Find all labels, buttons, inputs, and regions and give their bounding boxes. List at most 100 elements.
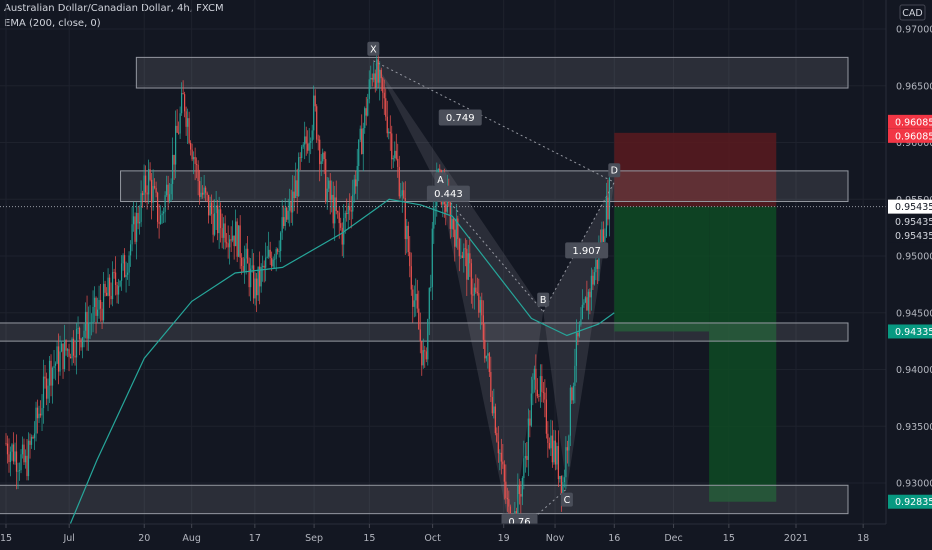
candle-body (427, 318, 429, 360)
candle-body (63, 340, 66, 370)
candle-body (371, 77, 373, 80)
candle-body (412, 289, 414, 307)
candle-body (51, 368, 54, 386)
ratio-label: 0.443 (434, 189, 463, 200)
candle-body (149, 169, 151, 180)
candle-body (287, 210, 289, 220)
candle-body (458, 238, 460, 257)
candle-body (226, 242, 228, 244)
candle-body (120, 263, 123, 281)
ratio-badge (426, 185, 470, 202)
candle-body (214, 213, 216, 235)
candle-body (123, 255, 126, 278)
candle-body (295, 180, 297, 199)
candle-body (244, 258, 246, 272)
support-resistance-zones[interactable] (0, 56, 849, 515)
price-axis[interactable]: CAD 0.925000.930000.935000.940000.945000… (885, 0, 932, 550)
candle-body (42, 376, 45, 409)
candle-body (328, 180, 330, 189)
candle-body (349, 206, 351, 211)
candle-body (556, 446, 558, 465)
candle-body (403, 190, 405, 198)
candle-body (430, 286, 432, 288)
candle-body (581, 304, 583, 320)
candle-body (140, 193, 142, 222)
candle-body (446, 192, 448, 212)
candle-body (57, 346, 60, 372)
x-tick-label: Jul (62, 533, 74, 544)
candle-body (221, 228, 223, 238)
x-tick-label: 18 (857, 533, 869, 544)
candle-body (131, 224, 133, 245)
candle-body (392, 158, 394, 160)
candle-body (536, 389, 538, 397)
candle-body (65, 340, 67, 351)
candle-body (505, 481, 507, 498)
time-axis[interactable]: 15 Jul 20 Aug 17 Sep 15 Oct 19 Nov 16 Dec 15 2021 18 (0, 523, 932, 550)
candle-body (314, 95, 316, 107)
candle-body (89, 322, 91, 324)
candle-body (38, 413, 40, 419)
candle-body (335, 197, 337, 211)
candle-body (407, 225, 409, 253)
candle-body (12, 444, 15, 462)
candle-body (319, 139, 321, 165)
candle-body (464, 248, 466, 250)
ratio-label: 1.907 (572, 246, 601, 257)
candle-body (296, 180, 298, 196)
candle-body (542, 391, 544, 393)
candle-body (322, 152, 324, 162)
candle-body (325, 159, 327, 202)
ab-dotted-line (440, 190, 544, 312)
candle-body (144, 175, 147, 193)
candle-body (20, 454, 22, 471)
pattern-point-c: C (564, 495, 571, 506)
harmonic-pattern[interactable] (373, 60, 615, 538)
candle-body (164, 195, 166, 212)
y-tick-label: 0.94000 (896, 365, 932, 376)
x-tick-label: 19 (498, 533, 510, 544)
candle-body (126, 272, 129, 275)
candle-body (185, 111, 187, 127)
candle-body (602, 229, 604, 242)
candle-body (590, 275, 592, 298)
candle-body (299, 157, 301, 159)
candle-body (289, 201, 291, 211)
candle-body (110, 295, 112, 300)
candle-body (344, 213, 346, 219)
candle-body (238, 225, 240, 257)
candle-body (370, 77, 372, 80)
candle-body (161, 213, 163, 216)
price-badge-green (888, 494, 932, 509)
candle-body (439, 168, 441, 171)
candle-body (292, 191, 294, 213)
candle-body (317, 139, 319, 141)
candle-body (368, 79, 370, 99)
candle-body (256, 278, 258, 296)
candle-body (433, 206, 435, 229)
candle-body (132, 216, 135, 225)
candle-body (605, 197, 607, 237)
candle-body (566, 447, 568, 451)
candle-body (404, 197, 406, 240)
position-tool[interactable] (614, 132, 777, 502)
candle-body (202, 192, 204, 195)
candle-body (428, 287, 430, 319)
candle-body (66, 349, 69, 351)
candle-body (539, 376, 541, 397)
candle-body (74, 355, 76, 358)
candle-body (530, 393, 532, 426)
candle-body (398, 166, 400, 197)
price-zone (120, 170, 849, 203)
candle-body (153, 186, 156, 188)
price-badge-green (888, 324, 932, 339)
candle-body (394, 150, 396, 159)
pattern-point-badge-x (367, 41, 380, 56)
x-tick-label: Aug (182, 533, 201, 544)
candle-body (305, 136, 307, 144)
candle-body (485, 355, 487, 359)
candle-body (553, 440, 555, 463)
candle-body (419, 329, 421, 342)
candle-body (520, 494, 522, 497)
